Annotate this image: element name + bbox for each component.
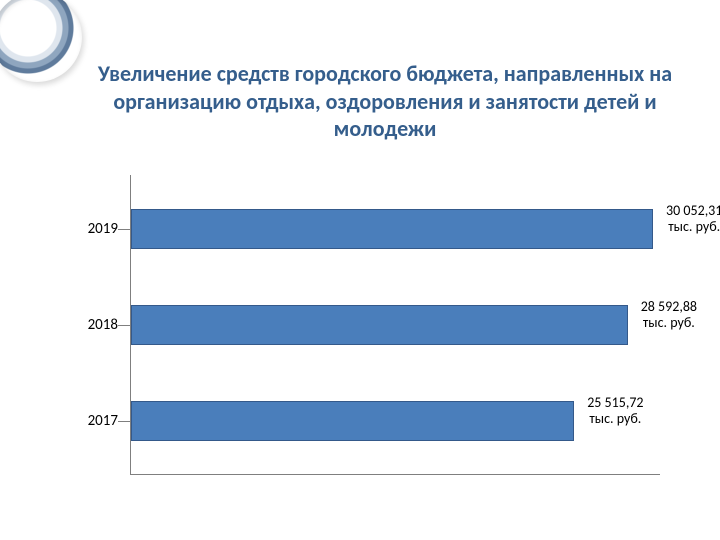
bar	[131, 209, 653, 249]
plot-area: 30 052,31тыс. руб.28 592,88тыс. руб.25 5…	[130, 175, 660, 475]
bar-value-label: 28 592,88тыс. руб.	[634, 299, 704, 331]
bar-value-label: 30 052,31тыс. руб.	[659, 203, 720, 235]
page-title: Увеличение средств городского бюджета, н…	[90, 60, 680, 143]
y-axis-tick	[118, 421, 130, 422]
y-axis-label: 2019	[60, 220, 118, 238]
y-axis-tick	[118, 325, 130, 326]
bar-value-unit: тыс. руб.	[668, 218, 720, 235]
y-axis-label: 2017	[60, 412, 118, 430]
bar-value-unit: тыс. руб.	[643, 314, 695, 331]
page-title-text: Увеличение средств городского бюджета, н…	[98, 60, 672, 142]
bar-value-number: 25 515,72	[587, 394, 643, 411]
bar-value-unit: тыс. руб.	[589, 410, 641, 427]
bar-value-number: 30 052,31	[666, 202, 720, 219]
bar	[131, 305, 628, 345]
budget-chart: 30 052,31тыс. руб.28 592,88тыс. руб.25 5…	[60, 175, 660, 485]
corner-ring-decor	[0, 0, 82, 82]
bar	[131, 401, 574, 441]
y-axis-tick	[118, 229, 130, 230]
bar-value-label: 25 515,72тыс. руб.	[580, 395, 650, 427]
bar-value-number: 28 592,88	[641, 298, 697, 315]
y-axis-label: 2018	[60, 316, 118, 334]
